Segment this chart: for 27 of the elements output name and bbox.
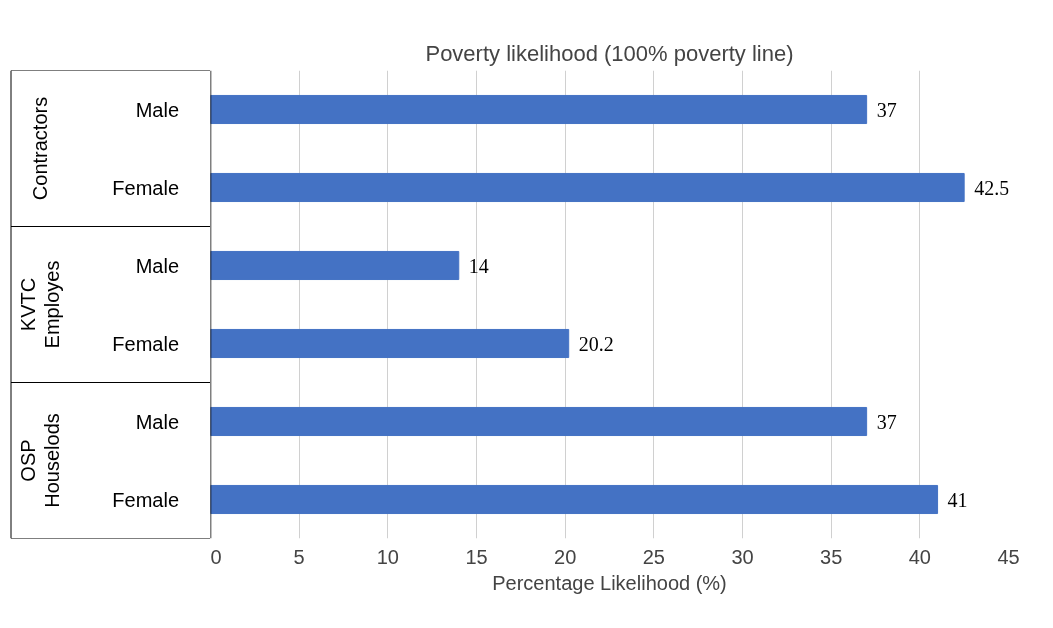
x-tick-label: 20 [554, 545, 577, 568]
x-tick-label: 15 [465, 545, 488, 568]
x-tick-label: 45 [997, 545, 1020, 568]
y-tick-label: Female [112, 488, 180, 511]
text: KVTC Employes [17, 260, 64, 349]
x-tick-label: 30 [731, 545, 754, 568]
x-tick-label: 10 [376, 545, 399, 568]
y-tick-label: Female [112, 176, 180, 199]
y-tick-label: Male [135, 98, 180, 121]
x-tick-label: 35 [820, 545, 843, 568]
text: OSP Houselods [17, 413, 64, 508]
y-tick-label: Male [135, 410, 180, 433]
x-tick-label: 5 [293, 545, 305, 568]
x-axis-title: Percentage Likelihood (%) [492, 571, 727, 594]
data-label: 37 [876, 98, 897, 121]
x-tick-label: 40 [908, 545, 931, 568]
y-tick-label: Male [135, 254, 180, 277]
text: Contractors [29, 96, 52, 201]
chart-title: Poverty likelihood (100% poverty line) [425, 40, 794, 66]
y-tick-label: Female [112, 332, 180, 355]
data-label: 20.2 [578, 332, 614, 355]
x-tick-label: 25 [642, 545, 665, 568]
data-label: 42.5 [974, 176, 1010, 199]
data-label: 37 [876, 410, 897, 433]
x-tick-label: 0 [210, 545, 222, 568]
data-label: 14 [468, 254, 489, 277]
data-label: 41 [947, 488, 968, 511]
